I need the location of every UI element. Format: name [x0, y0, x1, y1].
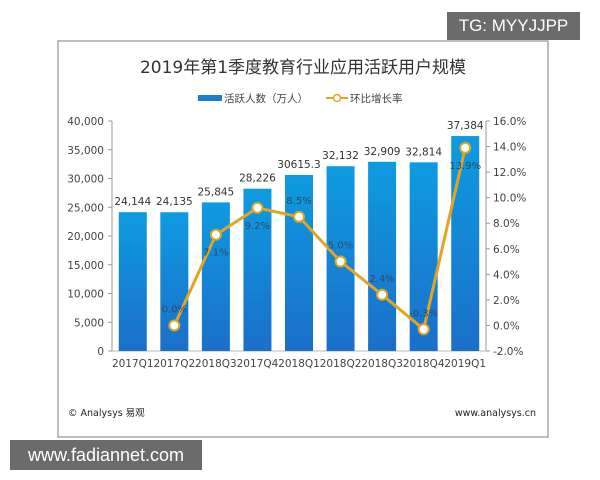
growth-label: 7.1%	[203, 248, 228, 259]
bar-value-label: 32,132	[322, 150, 359, 162]
watermark-bottom: www.fadiannet.com	[10, 440, 202, 470]
x-tick-label: 2017Q1	[112, 358, 154, 370]
x-tick-label: 2018Q4	[403, 358, 445, 370]
bar-value-label: 24,144	[114, 196, 151, 208]
x-tick-label: 2017Q2	[153, 358, 195, 370]
growth-point	[459, 141, 472, 154]
y-left-tick-label: 35,000	[67, 145, 104, 157]
growth-point	[251, 201, 264, 214]
legend-line-label: 环比增长率	[350, 92, 403, 105]
bar	[409, 162, 438, 351]
y-left-tick-label: 15,000	[67, 260, 104, 272]
growth-point	[417, 323, 430, 336]
watermark-top: TG: MYYJJPP	[447, 12, 580, 40]
y-right-tick-label: 6.0%	[493, 244, 520, 256]
x-tick-label: 2018Q3	[361, 358, 403, 370]
y-right-tick-label: 8.0%	[493, 218, 520, 230]
growth-label: 9.2%	[245, 221, 270, 232]
x-tick-label: 2018Q2	[320, 358, 362, 370]
bar	[451, 136, 480, 351]
y-right-tick-label: 12.0%	[493, 167, 526, 179]
growth-line	[172, 147, 467, 332]
legend: 活跃人数（万人） 环比增长率	[198, 92, 403, 105]
growth-label: 8.5%	[286, 196, 311, 207]
y-right-tick-label: 10.0%	[493, 193, 526, 205]
y-right-tick-label: 14.0%	[493, 142, 526, 154]
y-left-tick-label: 20,000	[67, 231, 104, 243]
growth-label: 2.4%	[369, 274, 394, 285]
bar-value-label: 32,909	[364, 146, 401, 158]
y-left-tick-label: 10,000	[67, 289, 104, 301]
bar	[201, 202, 230, 351]
bar-value-label: 30615.3	[277, 159, 320, 171]
growth-label: -0.3%	[409, 308, 438, 319]
x-tick-label: 2019Q1	[444, 358, 486, 370]
y-right-tick-label: 16.0%	[493, 116, 526, 128]
bar-value-label: 24,135	[156, 196, 193, 208]
bar	[118, 212, 147, 351]
growth-point	[209, 228, 222, 241]
y-left-tick-label: 25,000	[67, 202, 104, 214]
y-left-tick-label: 40,000	[67, 116, 104, 128]
chart-title: 2019年第1季度教育行业应用活跃用户规模	[140, 58, 466, 78]
growth-label: 0.0%	[162, 304, 187, 315]
x-tick-label: 2018Q3	[195, 358, 237, 370]
bar	[368, 161, 397, 351]
bar	[285, 174, 313, 351]
y-left-tick-label: 0	[97, 346, 104, 358]
bar-value-label: 37,384	[447, 120, 484, 132]
y-left-tick-label: 30,000	[67, 174, 104, 186]
growth-point	[334, 255, 347, 268]
legend-line-marker	[332, 93, 342, 103]
bar-value-label: 25,845	[198, 186, 235, 198]
y-right-tick-label: -2.0%	[493, 346, 523, 358]
growth-point	[293, 210, 305, 223]
y-right-tick-label: 0.0%	[493, 320, 520, 332]
growth-point	[168, 319, 181, 332]
y-right-tick-label: 4.0%	[493, 269, 520, 281]
legend-bar-swatch	[198, 95, 222, 101]
y-right-tick-label: 2.0%	[493, 295, 520, 307]
growth-point	[376, 288, 389, 301]
x-tick-label: 2018Q1	[278, 358, 320, 370]
bar-value-label: 28,226	[239, 173, 276, 185]
x-tick-label: 2017Q4	[237, 358, 279, 370]
footer-url: www.analysys.cn	[455, 408, 536, 419]
growth-label: 13.9%	[449, 161, 481, 172]
bar-value-label: 32,814	[405, 146, 442, 158]
footer-source: © Analysys 易观	[68, 408, 145, 419]
bar	[243, 188, 272, 351]
legend-bar-label: 活跃人数（万人）	[224, 92, 308, 105]
growth-label: 5.0%	[328, 241, 353, 252]
y-left-tick-label: 5,000	[74, 317, 104, 329]
